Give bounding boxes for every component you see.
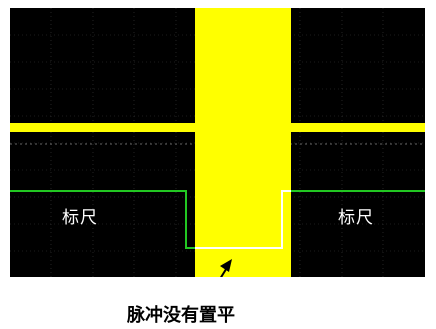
cursor-label-left: 标尺	[62, 208, 98, 228]
annotation-arrow-line	[220, 265, 229, 277]
signal-trace-right	[291, 123, 425, 132]
cursor-label-right: 标尺	[338, 208, 374, 228]
waveform-display	[10, 8, 425, 277]
signal-trace-left	[10, 123, 195, 132]
annotation-arrow-head	[220, 259, 232, 272]
oscilloscope-screen	[10, 8, 425, 277]
cursor-trace	[10, 190, 195, 249]
pulse-burst	[195, 8, 291, 277]
annotation-caption: 脉冲没有置平	[127, 305, 235, 326]
pulse-bottom-reference	[195, 190, 291, 249]
